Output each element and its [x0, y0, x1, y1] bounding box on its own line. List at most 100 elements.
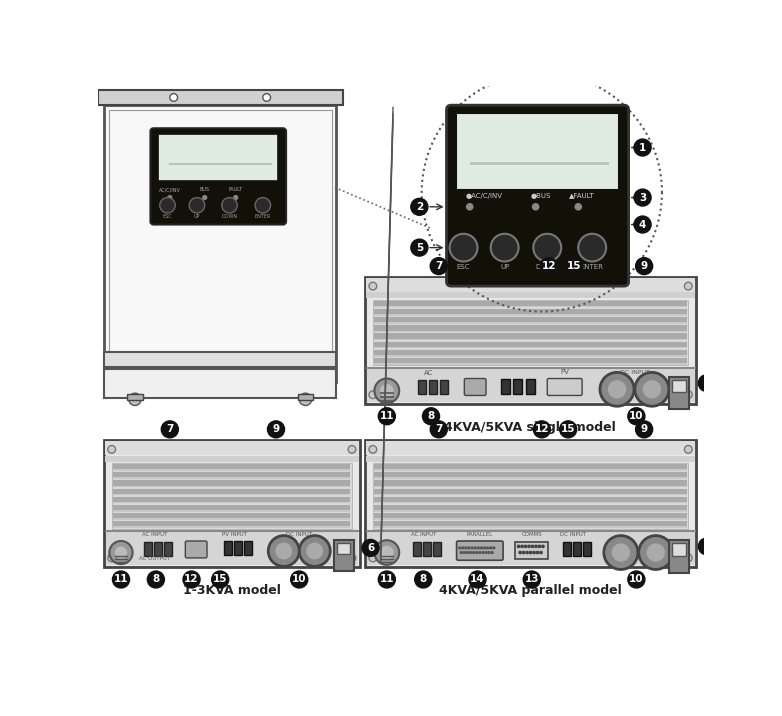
Bar: [105, 441, 359, 455]
Bar: [373, 300, 688, 365]
Circle shape: [486, 547, 489, 549]
Text: 12: 12: [185, 574, 199, 584]
Bar: [375, 306, 687, 307]
Bar: [375, 494, 687, 495]
Bar: [98, 90, 343, 105]
Text: ESC: ESC: [163, 214, 172, 219]
Circle shape: [533, 421, 551, 437]
Bar: [366, 455, 695, 462]
Text: 9: 9: [640, 261, 647, 271]
Bar: [365, 440, 696, 567]
Text: 9: 9: [272, 425, 279, 435]
Text: FAULT: FAULT: [228, 188, 243, 193]
Bar: [105, 455, 359, 462]
Bar: [456, 113, 619, 190]
Circle shape: [485, 551, 487, 553]
Circle shape: [422, 408, 439, 425]
Bar: [513, 379, 522, 394]
Circle shape: [479, 551, 481, 553]
Circle shape: [604, 536, 638, 569]
Circle shape: [529, 551, 532, 553]
Bar: [112, 463, 352, 528]
Text: 8: 8: [420, 574, 427, 584]
Circle shape: [490, 233, 518, 261]
Bar: [375, 518, 687, 520]
Bar: [113, 521, 350, 526]
Circle shape: [634, 139, 651, 156]
Circle shape: [628, 571, 645, 588]
Bar: [113, 478, 350, 479]
Bar: [104, 369, 336, 398]
Text: PV INPUT: PV INPUT: [221, 531, 246, 536]
Text: AC INPUT: AC INPUT: [411, 531, 436, 536]
Bar: [375, 331, 687, 332]
Circle shape: [113, 571, 130, 588]
Circle shape: [307, 543, 322, 558]
Text: 10: 10: [292, 574, 307, 584]
Circle shape: [471, 547, 473, 549]
Bar: [375, 521, 687, 526]
Bar: [375, 472, 687, 478]
Circle shape: [523, 571, 540, 588]
Circle shape: [430, 258, 447, 274]
Bar: [418, 380, 426, 394]
Bar: [375, 464, 687, 469]
Bar: [113, 485, 350, 487]
Circle shape: [116, 547, 127, 558]
Circle shape: [540, 258, 558, 274]
Text: 11: 11: [379, 411, 394, 421]
Circle shape: [684, 391, 692, 399]
Circle shape: [698, 538, 716, 555]
Circle shape: [634, 216, 651, 233]
Text: BUS: BUS: [199, 188, 210, 193]
Text: 12: 12: [535, 425, 549, 435]
Circle shape: [430, 421, 447, 437]
Text: 7: 7: [166, 425, 174, 435]
Circle shape: [203, 195, 206, 200]
Bar: [433, 542, 441, 556]
Text: ENTER: ENTER: [255, 214, 271, 219]
Bar: [672, 543, 686, 556]
Circle shape: [488, 551, 490, 553]
Text: ●BUS: ●BUS: [530, 193, 551, 198]
Bar: [375, 350, 687, 355]
Text: PARALLEL: PARALLEL: [467, 531, 493, 536]
Circle shape: [698, 374, 716, 392]
Text: 4KVA/5KVA parallel model: 4KVA/5KVA parallel model: [439, 584, 622, 597]
Circle shape: [636, 258, 653, 274]
Bar: [515, 542, 548, 558]
Circle shape: [684, 282, 692, 290]
Circle shape: [267, 421, 285, 437]
Text: 12: 12: [542, 261, 556, 271]
Circle shape: [575, 204, 581, 210]
Text: AC/C/INV: AC/C/INV: [159, 188, 181, 193]
Circle shape: [369, 554, 377, 562]
Text: 6: 6: [703, 378, 711, 388]
Circle shape: [465, 547, 467, 549]
FancyBboxPatch shape: [457, 541, 503, 560]
Circle shape: [362, 539, 379, 556]
Bar: [439, 380, 448, 394]
Bar: [224, 541, 231, 555]
Circle shape: [482, 551, 484, 553]
Bar: [113, 472, 350, 478]
Bar: [104, 352, 336, 367]
Text: ENTER: ENTER: [581, 264, 604, 270]
Text: 8: 8: [152, 574, 160, 584]
Text: 15: 15: [561, 425, 576, 435]
Text: UP: UP: [500, 264, 509, 270]
Text: 6: 6: [367, 543, 374, 553]
Text: 7: 7: [435, 425, 443, 435]
Circle shape: [369, 445, 377, 453]
Bar: [375, 497, 687, 502]
Text: 14: 14: [470, 574, 485, 584]
Text: 8: 8: [428, 411, 435, 421]
Bar: [234, 541, 242, 555]
Circle shape: [522, 551, 525, 553]
Bar: [334, 540, 353, 571]
Circle shape: [528, 545, 530, 548]
Bar: [337, 543, 350, 554]
Bar: [669, 377, 689, 410]
Circle shape: [381, 384, 393, 397]
Text: 11: 11: [379, 574, 394, 584]
